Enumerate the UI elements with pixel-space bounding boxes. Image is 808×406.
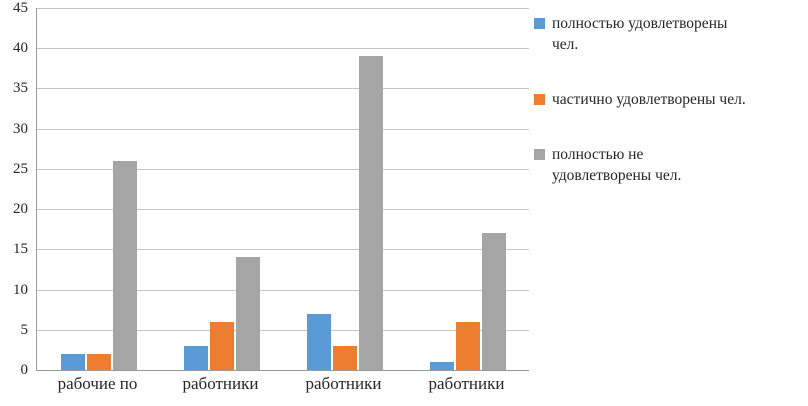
- bar: [429, 361, 454, 370]
- x-axis: рабочие по работники работники работники: [36, 374, 528, 394]
- legend-label: частично удовлетворены чел.: [552, 90, 746, 108]
- bar-group: [160, 8, 283, 370]
- x-axis-category-label: работники: [182, 374, 259, 393]
- legend-item: полностью удовлетворены чел.: [534, 14, 806, 56]
- bar: [183, 345, 208, 370]
- bar: [358, 56, 383, 370]
- x-axis-category-label: работники: [428, 374, 505, 393]
- x-axis-category-label: работники: [305, 374, 382, 393]
- bar: [332, 345, 357, 370]
- plot-area: [36, 8, 529, 371]
- y-axis-tick-label: 20: [13, 201, 28, 218]
- gridline: [37, 48, 529, 50]
- y-axis-tick-label: 30: [13, 120, 28, 137]
- y-axis-tick-label: 45: [13, 0, 28, 16]
- bar: [455, 321, 480, 370]
- y-axis: 0 5 10 15 20 25 30 35 40 45: [0, 0, 30, 378]
- gridline: [37, 8, 529, 9]
- legend-swatch: [534, 93, 545, 105]
- bar-group: [283, 8, 406, 370]
- bar: [306, 313, 331, 370]
- bar: [112, 160, 137, 370]
- legend-label: полностью не удовлетворены чел.: [552, 145, 682, 184]
- legend: полностью удовлетворены чел. частично удо…: [534, 14, 806, 187]
- y-axis-tick-label: 25: [13, 160, 28, 177]
- x-axis-category-label: рабочие по: [57, 374, 138, 393]
- bar-group: [37, 8, 160, 370]
- y-axis-tick-label: 5: [20, 321, 29, 338]
- bar: [481, 233, 506, 370]
- gridline: [37, 88, 529, 90]
- gridline: [37, 329, 529, 331]
- bar: [235, 257, 260, 370]
- legend-item: частично удовлетворены чел.: [534, 90, 806, 111]
- y-axis-tick-label: 40: [13, 40, 28, 57]
- gridline: [37, 168, 529, 170]
- y-axis-tick-label: 35: [13, 80, 28, 97]
- legend-label: полностью удовлетворены чел.: [552, 15, 728, 53]
- gridline: [37, 289, 529, 291]
- bar-group: [406, 8, 529, 370]
- legend-swatch: [534, 148, 545, 160]
- y-axis-tick-label: 15: [13, 241, 28, 258]
- gridline: [37, 209, 529, 211]
- y-axis-tick-label: 0: [20, 362, 29, 378]
- bar: [86, 353, 111, 370]
- bar: [209, 321, 234, 370]
- gridline: [37, 128, 529, 130]
- gridline: [37, 249, 529, 251]
- bar-groups: [37, 8, 529, 370]
- bar: [60, 353, 85, 370]
- legend-swatch: [534, 18, 545, 29]
- legend-item: полностью не удовлетворены чел.: [534, 145, 806, 187]
- y-axis-tick-label: 10: [13, 281, 28, 298]
